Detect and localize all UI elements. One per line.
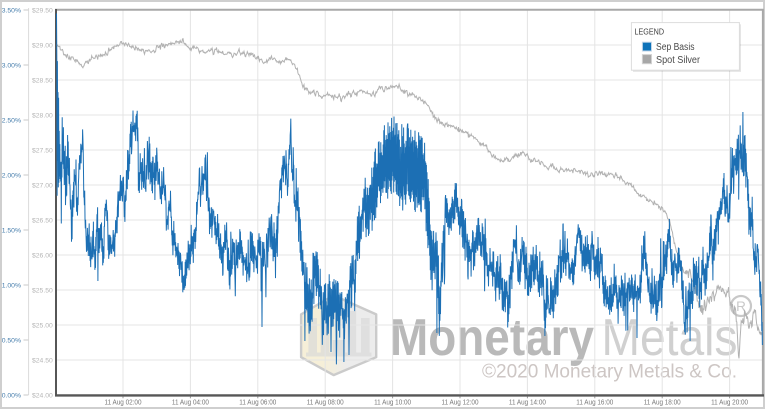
svg-text:0.00%: 0.00% — [2, 392, 21, 399]
svg-text:Metals: Metals — [602, 309, 738, 367]
svg-text:11 Aug 20:00: 11 Aug 20:00 — [711, 399, 748, 406]
svg-text:$26.00: $26.00 — [32, 252, 53, 259]
svg-text:$25.00: $25.00 — [32, 322, 53, 329]
svg-text:$26.50: $26.50 — [32, 217, 53, 224]
svg-text:$28.50: $28.50 — [32, 77, 53, 84]
svg-text:©2020 Monetary Metals & Co.: ©2020 Monetary Metals & Co. — [482, 361, 737, 383]
svg-text:2.50%: 2.50% — [2, 117, 21, 124]
svg-text:11 Aug 16:00: 11 Aug 16:00 — [576, 399, 613, 406]
svg-text:$28.00: $28.00 — [32, 112, 53, 119]
svg-text:11 Aug 12:00: 11 Aug 12:00 — [442, 399, 479, 406]
svg-text:11 Aug 04:00: 11 Aug 04:00 — [172, 399, 209, 406]
svg-text:11 Aug 14:00: 11 Aug 14:00 — [509, 399, 546, 406]
svg-text:1.00%: 1.00% — [2, 282, 21, 289]
svg-text:11 Aug 10:00: 11 Aug 10:00 — [374, 399, 411, 406]
svg-text:3.50%: 3.50% — [2, 7, 21, 14]
svg-text:$24.00: $24.00 — [32, 392, 53, 399]
svg-text:Sep Basis: Sep Basis — [656, 42, 695, 53]
svg-text:LEGEND: LEGEND — [635, 26, 665, 36]
svg-text:11 Aug 18:00: 11 Aug 18:00 — [644, 399, 681, 406]
svg-text:3.00%: 3.00% — [2, 62, 21, 69]
svg-text:Monetary: Monetary — [390, 309, 594, 367]
svg-text:$27.50: $27.50 — [32, 147, 53, 154]
svg-text:1.50%: 1.50% — [2, 227, 21, 234]
svg-text:$27.00: $27.00 — [32, 182, 53, 189]
svg-text:2.00%: 2.00% — [2, 172, 21, 179]
svg-text:0.50%: 0.50% — [2, 337, 21, 344]
svg-text:Spot Silver: Spot Silver — [656, 55, 701, 66]
svg-text:11 Aug 06:00: 11 Aug 06:00 — [239, 399, 276, 406]
svg-text:11 Aug 08:00: 11 Aug 08:00 — [307, 399, 344, 406]
svg-text:$25.50: $25.50 — [32, 287, 53, 294]
svg-text:$24.50: $24.50 — [32, 357, 53, 364]
svg-text:$29.00: $29.00 — [32, 42, 53, 49]
svg-text:$29.50: $29.50 — [32, 7, 53, 14]
svg-text:11 Aug 02:00: 11 Aug 02:00 — [105, 399, 142, 406]
svg-text:R: R — [736, 299, 746, 314]
